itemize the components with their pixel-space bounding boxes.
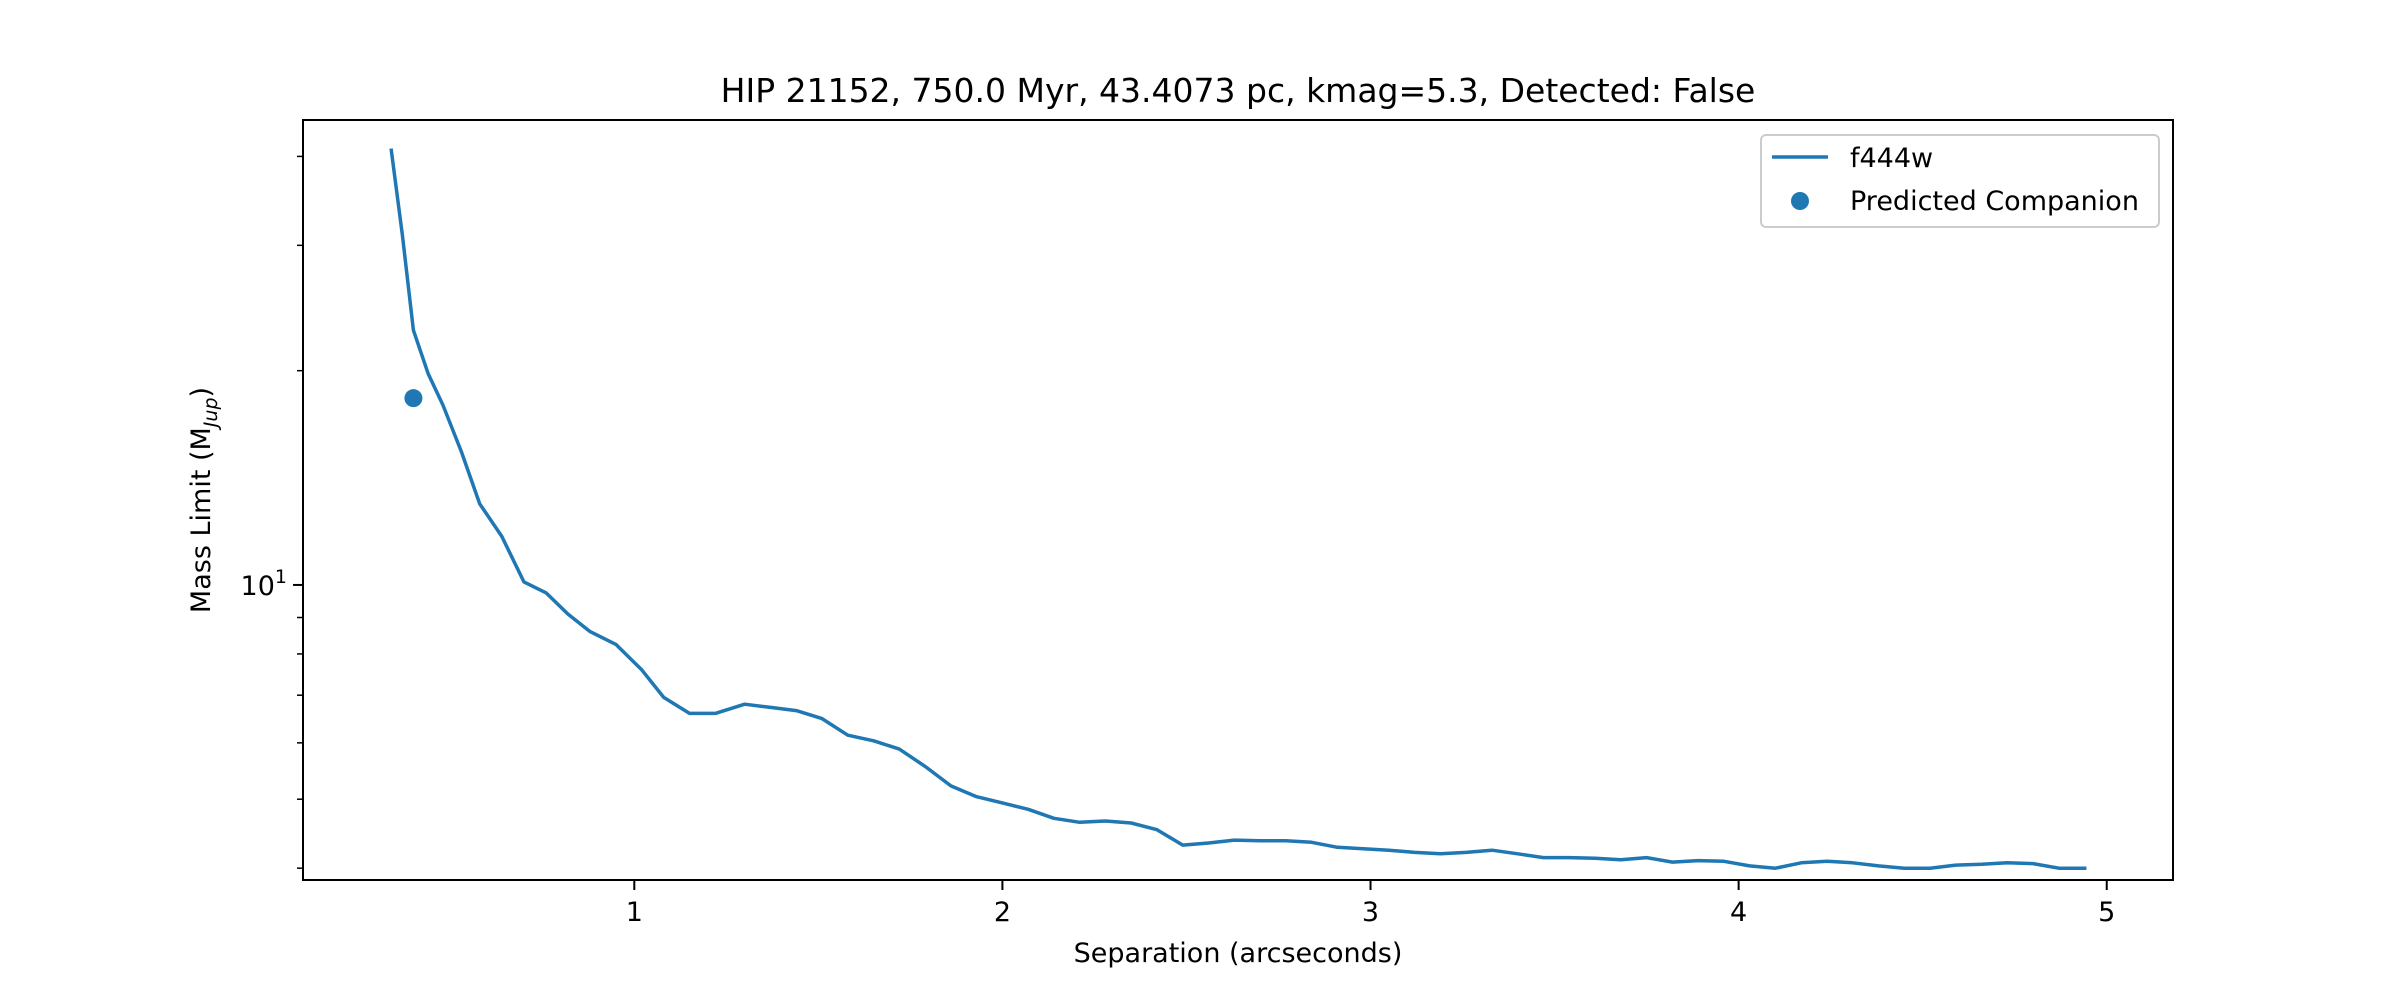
predicted-companion-point xyxy=(404,389,423,408)
y-axis-label-group: Mass Limit (MJup) xyxy=(186,387,222,613)
y-tick-label-exponent: 1 xyxy=(275,566,287,588)
x-tick-label: 2 xyxy=(994,897,1011,928)
y-axis-label: Mass Limit (MJup) xyxy=(186,387,222,613)
x-axis-ticks: 1 2 3 4 5 xyxy=(626,880,2115,928)
x-tick-label: 5 xyxy=(2098,897,2115,928)
y-axis-ticks: 101 xyxy=(241,155,303,869)
axes-frame xyxy=(302,119,2174,881)
y-axis-label-close: ) xyxy=(186,387,217,398)
x-tick-label: 4 xyxy=(1730,897,1747,928)
x-tick-label: 3 xyxy=(1362,897,1379,928)
y-tick-label: 101 xyxy=(241,566,287,602)
y-tick-label-base: 10 xyxy=(241,571,275,602)
x-axis-label: Separation (arcseconds) xyxy=(1074,938,1403,969)
y-axis-label-text: Mass Limit (M xyxy=(186,427,217,613)
y-axis-label-subscript: Jup xyxy=(200,397,222,431)
legend-marker-swatch xyxy=(1791,192,1809,210)
plot-content xyxy=(389,148,2087,870)
legend-label-scatter: Predicted Companion xyxy=(1850,186,2139,217)
chart-title: HIP 21152, 750.0 Myr, 43.4073 pc, kmag=5… xyxy=(721,71,1756,110)
x-tick-label: 1 xyxy=(626,897,643,928)
legend-label-line: f444w xyxy=(1850,143,1933,174)
series-line-f444w xyxy=(389,148,2087,870)
legend: f444w Predicted Companion xyxy=(1760,134,2160,228)
legend-box xyxy=(1760,134,2160,228)
